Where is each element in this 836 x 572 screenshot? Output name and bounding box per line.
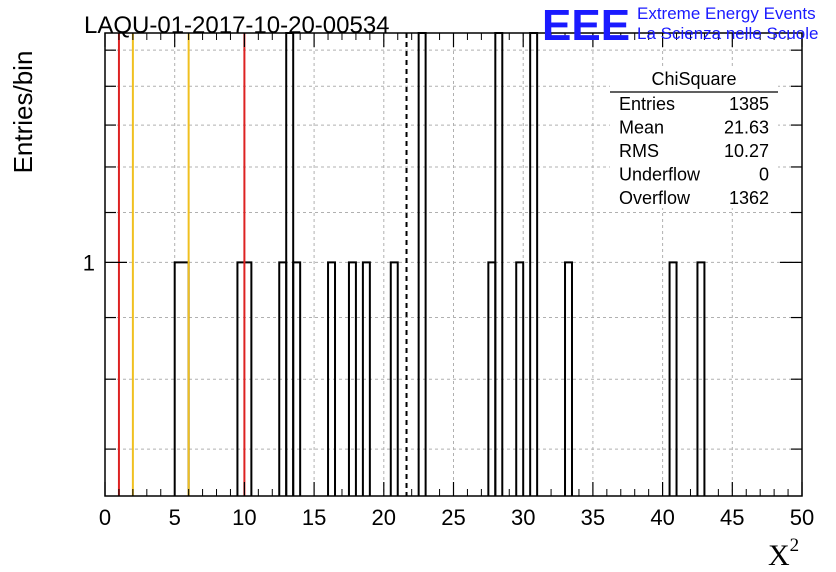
stats-row-label: RMS xyxy=(619,141,659,161)
stats-row-label: Overflow xyxy=(619,188,691,208)
x-tick-label: 35 xyxy=(581,505,605,530)
stats-box-background xyxy=(610,66,778,208)
stats-row-label: Mean xyxy=(619,118,664,138)
chart-title: LAQU-01-2017-10-20-00534 xyxy=(84,12,390,39)
histogram-bin xyxy=(564,261,573,496)
x-tick-label: 15 xyxy=(302,505,326,530)
x-tick-label: 45 xyxy=(720,505,744,530)
eee-logo-line1: Extreme Energy Events xyxy=(637,4,816,23)
x-tick-label: 25 xyxy=(441,505,465,530)
histogram-bin xyxy=(696,261,706,496)
histogram-bin xyxy=(347,261,357,496)
eee-logo: EEE Extreme Energy Events La Scienza nel… xyxy=(542,1,818,50)
x-tick-label: 50 xyxy=(790,505,814,530)
reference-lines xyxy=(117,33,408,496)
x-tick-label: 0 xyxy=(99,505,111,530)
histogram-bin xyxy=(515,261,525,496)
histogram-bin xyxy=(668,261,678,496)
stats-rows: Entries 1385 Mean 21.63 RMS 10.27 Underflow 0 Ov… xyxy=(619,94,769,208)
axis-ticks: 10 5 10 15 20 25 30 35 40 45 50 xyxy=(83,33,814,530)
eee-logo-mark: EEE xyxy=(542,1,630,50)
stats-row-value: 1362 xyxy=(729,188,769,208)
x-tick-label: 5 xyxy=(169,505,181,530)
histogram-bin xyxy=(389,261,399,496)
stats-box: ChiSquare Entries 1385 Mean 21.63 RMS 10.27 Un… xyxy=(610,66,778,208)
grid xyxy=(105,33,802,496)
x-tick-label: 10 xyxy=(232,505,256,530)
x-tick-label: 20 xyxy=(372,505,396,530)
x-axis-label: X2 xyxy=(768,535,799,572)
eee-logo-line2: La Scienza nelle Scuole xyxy=(637,24,818,43)
stats-row-value: 10.27 xyxy=(724,141,769,161)
stats-row-value: 21.63 xyxy=(724,118,769,138)
stats-row-label: Underflow xyxy=(619,165,701,185)
stats-row-label: Entries xyxy=(619,94,675,114)
x-tick-label: 40 xyxy=(650,505,674,530)
y-axis-label: Entries/bin xyxy=(8,51,38,174)
stats-row-value: 0 xyxy=(759,165,769,185)
stats-row-value: 1385 xyxy=(729,94,769,114)
histogram-bin xyxy=(292,261,302,496)
y-tick-label: 1 xyxy=(83,250,95,275)
stats-box-title: ChiSquare xyxy=(651,69,736,89)
x-tick-label: 30 xyxy=(511,505,535,530)
histogram-bin xyxy=(327,261,337,496)
histogram-bin xyxy=(361,261,371,496)
